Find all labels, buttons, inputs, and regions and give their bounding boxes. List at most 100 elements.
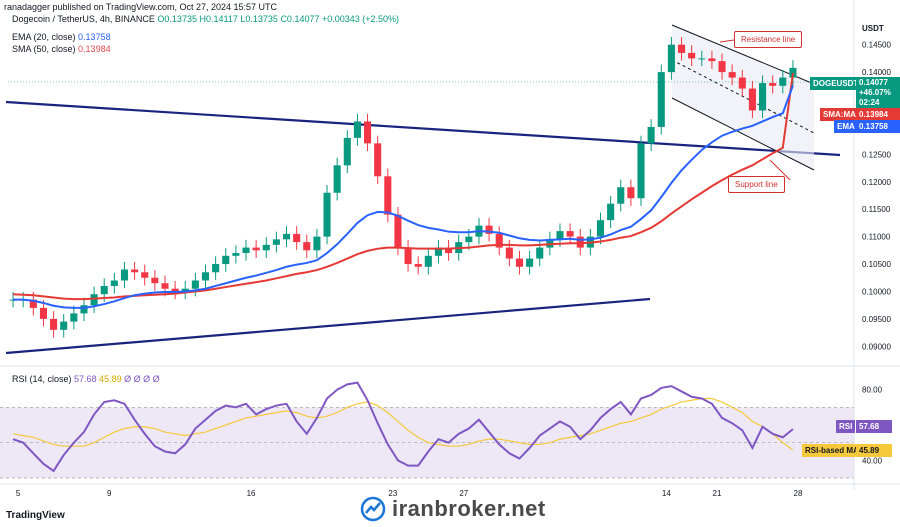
candle-body (282, 233, 291, 240)
candle-body (718, 61, 726, 73)
candle-body (80, 305, 88, 314)
sma-axis-tag: SMA:MA (820, 108, 859, 121)
symbol-tag: DOGEUSDT (810, 77, 860, 90)
candle-body (738, 77, 746, 89)
long-resistance-trendline (5, 100, 841, 157)
candle-body (39, 307, 47, 319)
candle-body (647, 126, 655, 144)
ema-label: EMA (20, close) (12, 32, 76, 42)
watermark-icon (360, 496, 386, 522)
candle-body (201, 272, 210, 281)
candle-body (70, 313, 78, 322)
candle-body (272, 239, 280, 245)
candle-body (262, 244, 270, 251)
candle-body (677, 44, 686, 53)
price-tick-label: 0.09000 (862, 342, 891, 351)
candle-body (769, 83, 777, 86)
candle-body (495, 233, 503, 248)
candle-body (161, 283, 169, 289)
candle-body (748, 88, 756, 111)
candle-body (566, 231, 574, 237)
candle-body (313, 236, 321, 251)
candle-body (617, 187, 625, 204)
rsi-legend[interactable]: RSI (14, close) 57.68 45.89 Ø Ø Ø Ø (12, 374, 160, 384)
resistance-pointer (719, 39, 735, 43)
price-tag-pct: +46.07% (859, 88, 891, 97)
candle-body (100, 285, 108, 295)
candle-body (576, 236, 584, 248)
ohlc-low: L0.13735 (240, 14, 278, 24)
symbol-name: Dogecoin / TetherUS, 4h, BINANCE (12, 14, 155, 24)
ema-value: 0.13758 (78, 32, 111, 42)
price-tag: 0.14077 +46.07% 02:24 (856, 77, 900, 109)
candle-body (131, 269, 139, 273)
candle-body (556, 231, 564, 240)
price-pane: 0.09000 0.09500 0.10000 0.10500 0.11000 0.115… (5, 24, 891, 355)
candle-body (627, 187, 635, 199)
tradingview-logo[interactable]: TradingView (6, 510, 65, 521)
rsi-axis-tag: RSI (836, 420, 856, 433)
price-tick-label: 0.09500 (862, 315, 891, 324)
candle-body (384, 176, 392, 215)
candle-body (353, 121, 361, 138)
time-tick-label: 14 (662, 489, 671, 498)
candle-body (29, 299, 37, 308)
price-tick-label: 0.10000 (862, 287, 891, 296)
candle-body (789, 67, 797, 78)
time-tick-label: 27 (459, 489, 468, 498)
time-tick-label: 9 (107, 489, 112, 498)
candle-body (728, 72, 736, 78)
price-tag-countdown: 02:24 (859, 98, 880, 107)
candle-body (252, 247, 260, 251)
watermark-text: iranbroker.net (392, 496, 546, 521)
candle-body (779, 77, 787, 86)
candle-body (515, 258, 524, 267)
candle-body (110, 280, 118, 286)
rsi-tick-label: 80.00 (862, 386, 883, 395)
candle-body (596, 220, 605, 237)
rsi-ma-axis-value: 45.89 (856, 444, 892, 457)
sma-legend[interactable]: SMA (50, close) 0.13984 (12, 44, 111, 54)
support-pointer (769, 159, 791, 181)
candle-body (293, 233, 301, 243)
symbol-legend: Dogecoin / TetherUS, 4h, BINANCE O0.1373… (12, 14, 399, 24)
candle-body (414, 264, 422, 267)
candle-body (607, 203, 615, 221)
candle-body (505, 247, 513, 259)
ema-axis-tag: EMA (834, 120, 858, 133)
candle-body (688, 52, 696, 59)
channel-lower-line (671, 97, 815, 171)
ohlc-close: C0.14077 (280, 14, 320, 24)
rsi-label: RSI (14, close) (12, 374, 72, 384)
candle-body (60, 321, 68, 330)
candle-body (222, 255, 230, 265)
sma-value: 0.13984 (78, 44, 111, 54)
price-tick-label: 0.14000 (862, 68, 891, 77)
sma-50-line (13, 72, 794, 301)
candle-body (667, 44, 675, 73)
currency-label: USDT (862, 24, 884, 33)
candle-body (708, 58, 716, 62)
candle-body (333, 165, 341, 193)
sma-axis-value: 0.13984 (856, 108, 900, 121)
candle-body (637, 143, 645, 199)
candle-body (404, 247, 412, 265)
time-tick-label: 16 (247, 489, 256, 498)
candle-body (232, 253, 240, 256)
ohlc-change: +0.00343 (+2.50%) (322, 14, 400, 24)
time-tick-label: 5 (16, 489, 21, 498)
candle-body (323, 192, 331, 237)
ema-legend[interactable]: EMA (20, close) 0.13758 (12, 32, 111, 42)
channel-fill (672, 25, 814, 170)
candle-body (343, 137, 351, 166)
rsi-ma-line (12, 397, 794, 451)
price-tick-label: 0.12000 (862, 178, 891, 187)
resistance-callout: Resistance line (734, 31, 803, 48)
ohlc-open: O0.13735 (157, 14, 197, 24)
price-tag-value: 0.14077 (859, 78, 888, 87)
candle-body (394, 214, 402, 248)
time-tick-label: 28 (794, 489, 803, 498)
candle-body (191, 280, 199, 289)
